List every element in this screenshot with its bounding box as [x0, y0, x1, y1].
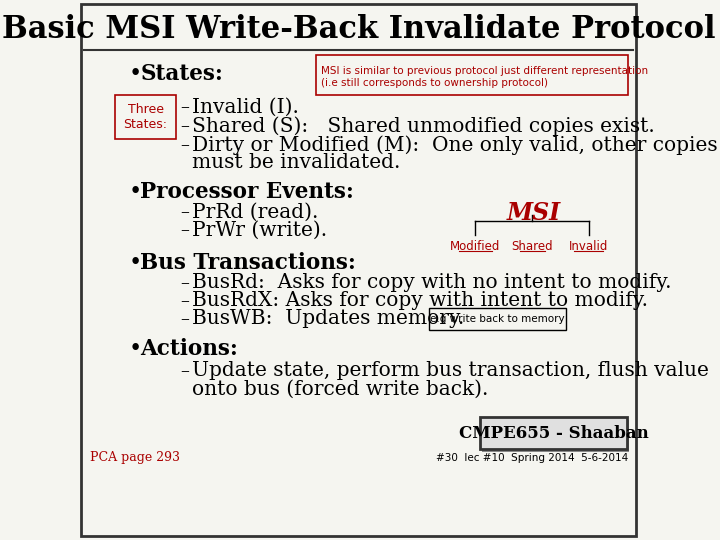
Text: MSI is similar to previous protocol just different representation: MSI is similar to previous protocol just… — [321, 66, 648, 76]
Text: –: – — [181, 274, 189, 292]
Text: Processor Events:: Processor Events: — [140, 181, 354, 203]
Text: (i.e still corresponds to ownership protocol): (i.e still corresponds to ownership prot… — [321, 78, 548, 88]
Text: –: – — [181, 310, 189, 328]
Text: –: – — [181, 136, 189, 154]
Text: Update state, perform bus transaction, flush value: Update state, perform bus transaction, f… — [192, 361, 708, 381]
Text: States:: States: — [140, 63, 223, 85]
FancyBboxPatch shape — [115, 95, 176, 139]
Text: must be invalidated.: must be invalidated. — [192, 152, 400, 172]
Text: –: – — [181, 292, 189, 310]
Text: Three
States:: Three States: — [124, 103, 168, 131]
Text: Invalid (I).: Invalid (I). — [192, 98, 299, 117]
Text: PCA page 293: PCA page 293 — [90, 451, 180, 464]
Text: BusRd:  Asks for copy with no intent to modify.: BusRd: Asks for copy with no intent to m… — [192, 273, 671, 293]
Text: •: • — [128, 63, 142, 85]
Text: •: • — [128, 338, 142, 360]
Text: PrRd (read).: PrRd (read). — [192, 202, 318, 221]
Text: BusRdX: Asks for copy with intent to modify.: BusRdX: Asks for copy with intent to mod… — [192, 292, 647, 310]
FancyBboxPatch shape — [482, 420, 629, 452]
Text: –: – — [181, 117, 189, 135]
Text: –: – — [181, 98, 189, 116]
Text: CMPE655 - Shaaban: CMPE655 - Shaaban — [459, 424, 648, 442]
Text: Actions:: Actions: — [140, 338, 238, 360]
Text: onto bus (forced write back).: onto bus (forced write back). — [192, 380, 488, 399]
Text: #30  lec #10  Spring 2014  5-6-2014: #30 lec #10 Spring 2014 5-6-2014 — [436, 453, 629, 463]
Text: Dirty or Modified (M):  One only valid, other copies: Dirty or Modified (M): One only valid, o… — [192, 135, 717, 155]
Text: Basic MSI Write-Back Invalidate Protocol: Basic MSI Write-Back Invalidate Protocol — [1, 15, 715, 45]
Text: –: – — [181, 362, 189, 380]
Text: Shared (S):   Shared unmodified copies exist.: Shared (S): Shared unmodified copies exi… — [192, 116, 654, 136]
Text: MSI: MSI — [507, 201, 561, 225]
FancyBboxPatch shape — [480, 417, 626, 449]
Text: Modified: Modified — [450, 240, 500, 253]
Text: Bus Transactions:: Bus Transactions: — [140, 252, 356, 274]
FancyBboxPatch shape — [81, 4, 636, 536]
Text: Shared: Shared — [512, 240, 553, 253]
FancyBboxPatch shape — [316, 55, 629, 95]
Text: BusWB:  Updates memory.: BusWB: Updates memory. — [192, 309, 464, 328]
Text: •: • — [128, 181, 142, 203]
Text: –: – — [181, 221, 189, 239]
Text: Invalid: Invalid — [569, 240, 608, 253]
FancyBboxPatch shape — [428, 308, 566, 330]
Text: •: • — [128, 252, 142, 274]
Text: –: – — [181, 203, 189, 221]
Text: PrWr (write).: PrWr (write). — [192, 220, 327, 240]
Text: e.g write back to memory: e.g write back to memory — [430, 314, 564, 324]
